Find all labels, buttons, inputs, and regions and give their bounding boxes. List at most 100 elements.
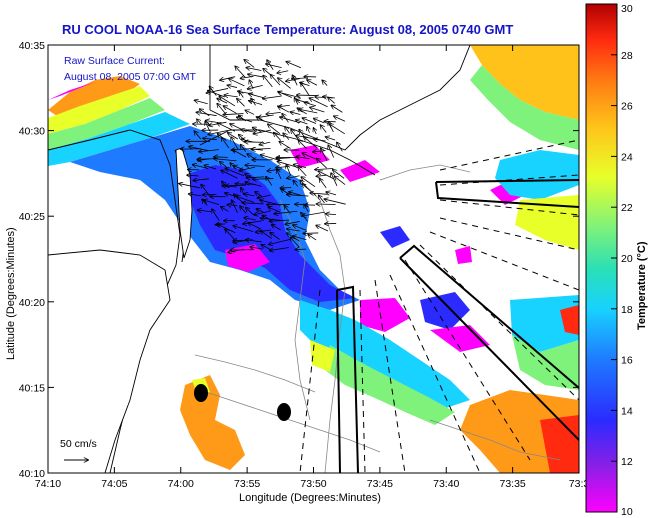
transect-9 bbox=[439, 199, 579, 216]
current-vector bbox=[329, 124, 345, 135]
sst-region-east-yellow bbox=[515, 195, 579, 250]
current-vector bbox=[270, 75, 281, 86]
current-vector bbox=[283, 133, 290, 140]
current-vector bbox=[287, 229, 300, 231]
sst-region-northeast-cyan bbox=[495, 150, 579, 200]
current-vector bbox=[248, 74, 263, 78]
current-vector bbox=[229, 79, 245, 87]
colorbar-tick-label: 26 bbox=[621, 101, 633, 113]
transect-2 bbox=[359, 289, 366, 473]
current-vector bbox=[205, 122, 211, 132]
current-vector bbox=[240, 206, 247, 214]
x-axis: 74:10 74:05 74:00 73:55 73:50 73:45 73:40 73:35… bbox=[35, 45, 590, 490]
x-tick-label: 73:3 bbox=[569, 478, 590, 490]
current-vector bbox=[253, 128, 262, 133]
current-vector bbox=[302, 211, 325, 216]
current-vector bbox=[223, 114, 244, 115]
x-tick-label: 73:55 bbox=[234, 478, 260, 490]
colorbar-tick-label: 30 bbox=[621, 3, 633, 15]
current-vector bbox=[221, 170, 238, 179]
current-vector bbox=[231, 137, 239, 150]
current-vector bbox=[237, 117, 253, 123]
current-vector bbox=[224, 95, 238, 97]
current-vector bbox=[227, 205, 238, 206]
current-vector bbox=[233, 226, 254, 233]
current-vector bbox=[200, 109, 210, 117]
x-tick-label: 74:10 bbox=[35, 478, 61, 490]
current-vector bbox=[326, 137, 336, 141]
current-vector bbox=[271, 225, 281, 231]
transect-lines bbox=[299, 139, 579, 473]
colorbar-tick-label: 10 bbox=[621, 506, 633, 518]
current-vector bbox=[274, 210, 298, 214]
contour-5 bbox=[429, 419, 561, 461]
current-vector bbox=[335, 176, 346, 185]
current-vector bbox=[250, 247, 263, 249]
surface-current-vectors bbox=[179, 60, 346, 253]
current-vector bbox=[221, 207, 229, 212]
lane-south bbox=[336, 285, 359, 473]
y-axis: 40:35 40:30 40:25 40:20 40:15 40:10 bbox=[19, 40, 579, 480]
current-vector bbox=[299, 109, 318, 114]
current-vector bbox=[278, 78, 291, 89]
x-tick-label: 73:50 bbox=[300, 478, 326, 490]
colorbar-tick-label: 18 bbox=[621, 304, 633, 316]
current-vector bbox=[249, 101, 263, 105]
colorbar-tick-label: 20 bbox=[621, 253, 633, 265]
current-vector bbox=[189, 147, 209, 152]
y-axis-label: Latitude (Degrees:Minutes) bbox=[5, 227, 17, 360]
current-vector bbox=[307, 127, 310, 133]
sst-region-southeast-green bbox=[512, 335, 579, 390]
current-vector bbox=[287, 195, 309, 197]
current-vector bbox=[253, 129, 272, 134]
current-vector bbox=[290, 112, 301, 115]
map-title: RU COOL NOAA-16 Sea Surface Temperature:… bbox=[62, 22, 513, 37]
colorbar-tick-label: 28 bbox=[621, 50, 633, 62]
current-vector bbox=[304, 204, 309, 212]
current-vector bbox=[244, 60, 255, 68]
x-axis-label: Longitude (Degrees:Minutes) bbox=[239, 492, 381, 504]
current-vector bbox=[225, 229, 235, 240]
sst-patch-offshore-2 bbox=[360, 178, 525, 352]
current-vector bbox=[241, 145, 246, 152]
current-vector bbox=[266, 64, 282, 69]
colorbar: 30 28 26 24 22 20 18 16 14 12 10 Temperature (°C) bbox=[585, 3, 648, 518]
current-vector bbox=[233, 150, 247, 158]
x-tick-label: 73:35 bbox=[499, 478, 525, 490]
transect-4 bbox=[389, 274, 481, 473]
y-tick-label: 40:10 bbox=[19, 468, 45, 480]
current-vector bbox=[179, 184, 200, 189]
current-vector bbox=[269, 238, 291, 244]
current-vector bbox=[212, 209, 220, 221]
current-vector bbox=[245, 165, 265, 166]
current-vector bbox=[304, 102, 317, 107]
current-vector bbox=[242, 203, 264, 204]
current-label: Raw Surface Current: bbox=[64, 55, 165, 67]
current-vector bbox=[195, 100, 208, 105]
sst-band-warm bbox=[48, 76, 140, 118]
current-vector bbox=[237, 99, 245, 107]
current-vector bbox=[254, 210, 271, 215]
sst-band-south-green bbox=[325, 345, 455, 425]
transect-10 bbox=[439, 139, 579, 171]
contour-1 bbox=[299, 179, 346, 473]
current-vector bbox=[287, 176, 300, 179]
sst-band-south-cyan bbox=[300, 300, 470, 410]
current-vector bbox=[223, 106, 237, 114]
current-vector bbox=[293, 180, 298, 187]
current-vector bbox=[220, 162, 228, 169]
current-vector bbox=[314, 139, 326, 141]
current-vector bbox=[293, 225, 307, 231]
current-vector bbox=[236, 196, 255, 203]
current-vector bbox=[285, 127, 290, 134]
lane-southeast bbox=[399, 244, 579, 441]
current-vector bbox=[245, 182, 262, 187]
colorbar-tick-label: 12 bbox=[621, 456, 633, 468]
current-vector bbox=[314, 118, 325, 124]
current-vector bbox=[301, 177, 316, 188]
contour-4 bbox=[194, 354, 316, 393]
current-vector bbox=[193, 179, 210, 181]
current-vector bbox=[204, 200, 220, 206]
sst-band-cyan bbox=[48, 112, 190, 166]
